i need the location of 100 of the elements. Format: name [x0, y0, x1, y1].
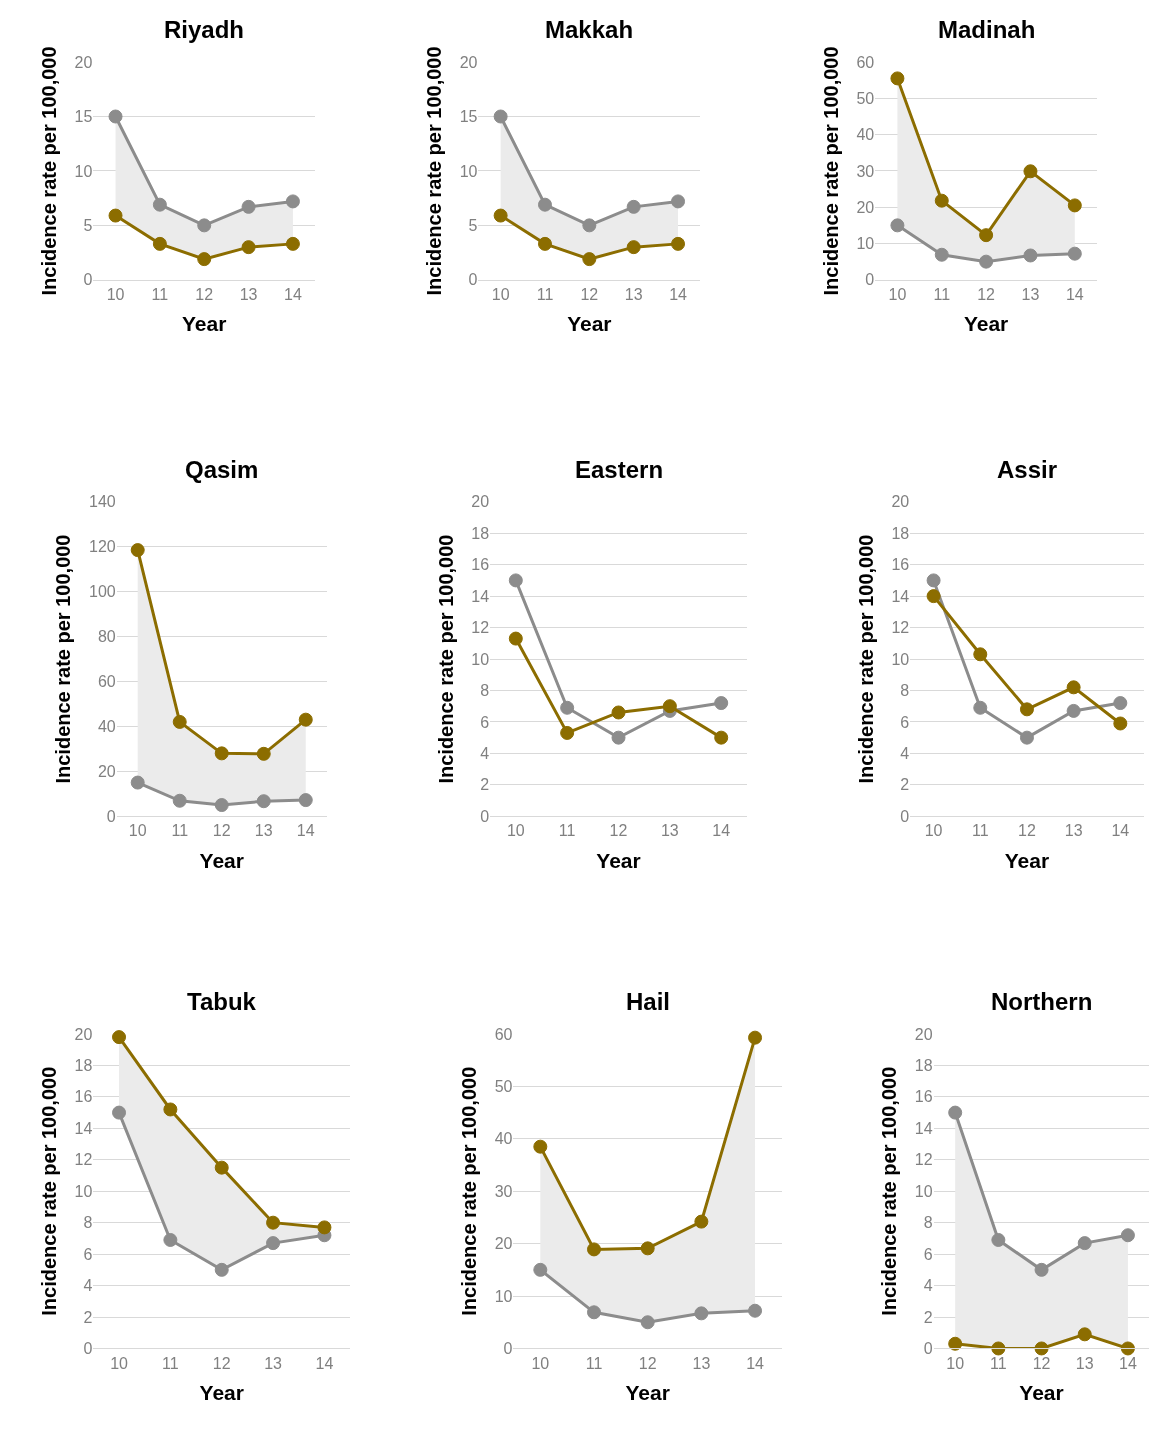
point — [256, 746, 271, 761]
y-tick-label: 10 — [914, 1182, 933, 1200]
x-tick-label: 12 — [212, 1354, 231, 1372]
x-tick-label: 13 — [624, 285, 643, 303]
x-tick-label: 12 — [1032, 1354, 1051, 1372]
point — [533, 1262, 548, 1277]
x-tick-label: 10 — [110, 1354, 129, 1372]
point — [640, 1315, 655, 1330]
point — [1113, 716, 1128, 731]
y-tick-label: 20 — [471, 493, 490, 511]
y-tick-label: 12 — [914, 1151, 933, 1169]
y-tick-label: 30 — [494, 1182, 513, 1200]
point — [671, 194, 686, 209]
point — [626, 199, 641, 214]
y-tick-label: 18 — [914, 1057, 933, 1075]
y-tick-label: 20 — [459, 53, 478, 71]
x-tick-label: 14 — [712, 822, 731, 840]
point — [172, 714, 187, 729]
y-tick-label: 10 — [471, 650, 490, 668]
point — [1067, 246, 1082, 261]
x-axis-title: Year — [596, 848, 641, 872]
y-tick-label: 14 — [74, 1119, 93, 1137]
y-tick-label: 12 — [471, 619, 490, 637]
y-tick-label: 60 — [494, 1025, 513, 1043]
y-axis-title: Incidence rate per 100,000 — [38, 46, 61, 296]
x-axis-title: Year — [199, 848, 244, 872]
y-tick-label: 20 — [97, 762, 116, 780]
point — [979, 228, 994, 243]
point — [640, 1241, 655, 1256]
y-tick-label: 6 — [480, 713, 490, 731]
point — [538, 197, 552, 212]
y-tick-label: 15 — [74, 108, 93, 126]
point — [890, 71, 905, 86]
point — [130, 543, 145, 558]
x-tick-label: 14 — [1111, 822, 1130, 840]
chart-title: Northern — [991, 988, 1093, 1015]
x-tick-label: 11 — [162, 1354, 179, 1372]
x-tick-label: 13 — [692, 1354, 711, 1372]
y-tick-label: 8 — [83, 1214, 93, 1232]
point — [533, 1139, 548, 1154]
x-tick-label: 13 — [1021, 285, 1040, 303]
point — [694, 1214, 709, 1229]
point — [662, 699, 677, 714]
y-tick-label: 120 — [89, 538, 116, 556]
y-tick-label: 6 — [900, 713, 910, 731]
point — [1023, 248, 1038, 263]
y-tick-label: 40 — [494, 1130, 513, 1148]
y-tick-label: 10 — [891, 650, 910, 668]
point — [112, 1030, 127, 1045]
x-tick-label: 13 — [254, 822, 273, 840]
y-tick-label: 5 — [468, 216, 478, 234]
point — [560, 725, 575, 740]
y-tick-label: 60 — [97, 673, 116, 691]
point — [256, 794, 271, 809]
y-tick-label: 20 — [494, 1235, 513, 1253]
point — [611, 705, 626, 720]
y-tick-label: 8 — [900, 682, 910, 700]
x-tick-label: 11 — [933, 285, 951, 303]
x-tick-label: 10 — [946, 1354, 965, 1372]
y-tick-label: 80 — [97, 628, 116, 646]
point — [948, 1336, 963, 1351]
y-tick-label: 10 — [494, 1287, 513, 1305]
point — [1066, 703, 1081, 718]
point — [626, 240, 641, 255]
point — [214, 1262, 229, 1277]
y-tick-label: 2 — [900, 776, 910, 794]
x-tick-label: 12 — [195, 285, 214, 303]
x-tick-label: 11 — [536, 285, 554, 303]
point — [493, 208, 508, 223]
x-tick-label: 11 — [585, 1354, 603, 1372]
chart-title: Madinah — [938, 16, 1036, 43]
point — [317, 1220, 332, 1235]
point — [214, 1160, 229, 1175]
y-tick-label: 2 — [480, 776, 490, 794]
x-tick-label: 13 — [660, 822, 679, 840]
point — [298, 793, 313, 808]
x-tick-label: 10 — [531, 1354, 550, 1372]
x-tick-label: 12 — [638, 1354, 657, 1372]
x-tick-label: 11 — [990, 1354, 1007, 1372]
point — [582, 252, 597, 267]
y-tick-label: 20 — [74, 53, 93, 71]
point — [508, 631, 523, 646]
x-tick-label: 11 — [558, 822, 576, 840]
x-tick-label: 11 — [971, 822, 989, 840]
point — [266, 1215, 281, 1230]
x-axis-title: Year — [1004, 848, 1050, 872]
point — [197, 252, 212, 267]
y-tick-label: 0 — [865, 271, 875, 289]
point — [298, 712, 313, 727]
point — [587, 1305, 601, 1320]
point — [694, 1306, 709, 1321]
x-tick-label: 14 — [284, 285, 302, 303]
point — [948, 1105, 963, 1120]
y-tick-label: 14 — [914, 1119, 933, 1137]
y-tick-label: 6 — [83, 1245, 93, 1263]
y-axis-title: Incidence rate per 100,000 — [458, 1066, 481, 1316]
point — [973, 700, 988, 715]
point — [926, 589, 941, 604]
y-tick-label: 60 — [856, 53, 875, 71]
point — [493, 109, 508, 124]
